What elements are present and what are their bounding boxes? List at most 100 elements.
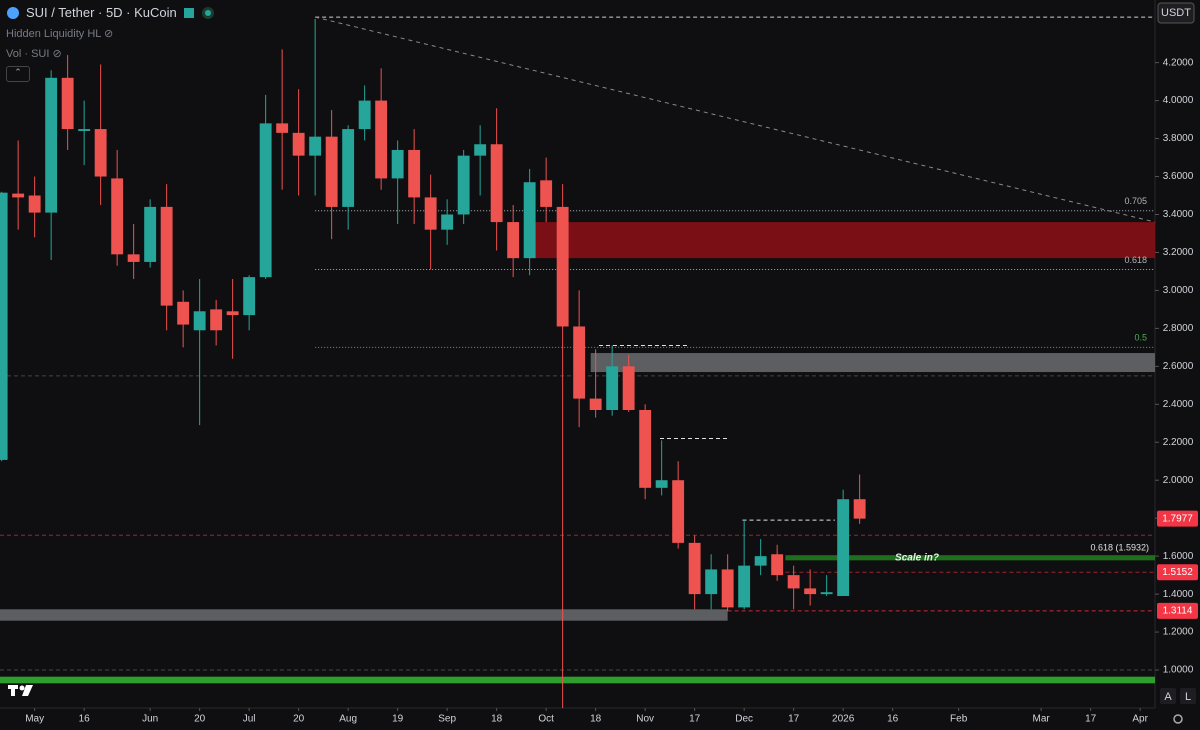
price-label-box <box>1157 602 1198 619</box>
candle-body <box>12 193 25 198</box>
flag-icon <box>183 7 194 18</box>
y-tick-label: 1.2000 <box>1163 627 1194 638</box>
y-tick-label: 1.6000 <box>1163 551 1194 562</box>
x-tick-label: Jun <box>142 714 158 725</box>
y-tick-label: 2.8000 <box>1163 323 1194 334</box>
settings-button[interactable] <box>1173 714 1183 724</box>
collapse-button[interactable]: ⌃ <box>6 66 30 82</box>
y-tick-label: 3.4000 <box>1163 209 1194 220</box>
indicator[interactable]: Vol · SUI ⊘ <box>6 48 62 60</box>
log-scale-icon[interactable]: L <box>1185 691 1191 703</box>
candle-body <box>276 123 289 133</box>
tv-logo <box>8 685 33 696</box>
candle-body <box>193 311 206 331</box>
price-label: 1.3114 <box>1163 606 1193 617</box>
y-tick-label: 1.0000 <box>1163 665 1194 676</box>
price-label: 1.5152 <box>1162 567 1193 578</box>
fib-label: 0.705 <box>1124 196 1147 206</box>
x-tick-label: May <box>25 714 44 725</box>
y-tick-label: 3.0000 <box>1163 285 1194 296</box>
candle-body <box>573 326 586 399</box>
candle-body <box>441 214 454 230</box>
candle-body <box>144 206 157 262</box>
candle-body <box>639 409 652 488</box>
x-tick-label: 17 <box>1085 714 1097 725</box>
y-tick-label: 2.4000 <box>1163 399 1194 410</box>
y-tick-label: 3.6000 <box>1163 171 1194 182</box>
x-tick-label: Oct <box>538 714 554 725</box>
zone-label: 0.618 (1.5932) <box>1090 543 1149 553</box>
auto-scale-icon[interactable]: A <box>1164 691 1172 703</box>
candle-body <box>424 197 437 230</box>
x-tick-label: Aug <box>339 714 357 725</box>
candle-body <box>490 144 503 223</box>
y-tick-label: 4.0000 <box>1163 95 1194 106</box>
candle-body <box>243 277 256 316</box>
candle-body <box>28 195 41 213</box>
currency[interactable]: USDT <box>1161 7 1191 19</box>
candle-body <box>771 554 784 576</box>
candle-body <box>160 206 173 306</box>
y-tick-label: 3.8000 <box>1163 133 1194 144</box>
candle-body <box>259 123 272 278</box>
x-tick-label: Sep <box>438 714 456 725</box>
zone <box>785 555 1155 561</box>
currency-button[interactable] <box>1157 2 1195 24</box>
auto-scale-button[interactable] <box>1160 688 1176 704</box>
candle-body <box>655 480 668 488</box>
zone <box>529 222 1155 259</box>
y-tick-label: 2.6000 <box>1163 361 1194 372</box>
candle-body <box>754 556 767 566</box>
candle-body <box>606 366 619 410</box>
y-tick-label: 1.4000 <box>1163 589 1194 600</box>
axes: 1.00001.20001.40001.60001.80002.00002.20… <box>25 57 1198 725</box>
candle-body <box>523 182 536 259</box>
candle-body <box>309 136 322 156</box>
price-label: 1.7977 <box>1162 513 1193 524</box>
candle-body <box>804 588 817 595</box>
indicator[interactable]: Hidden Liquidity HL ⊘ <box>6 28 114 40</box>
x-tick-label: 16 <box>79 714 91 725</box>
candle-body <box>474 144 487 156</box>
candle-body <box>507 222 520 259</box>
candle-body <box>45 77 58 213</box>
candle-body <box>292 132 305 156</box>
y-tick-label: 3.2000 <box>1163 247 1194 258</box>
symbol-icon <box>7 6 19 19</box>
candle-body <box>787 575 800 589</box>
plot-area: 0.618 (1.5932) Scale in? 0.705 0.618 0.5 <box>0 16 1156 708</box>
indicator-name[interactable]: Hidden Liquidity HL <box>6 28 101 40</box>
x-tick-label: Jul <box>243 714 256 725</box>
x-tick-label: 18 <box>491 714 503 725</box>
x-tick-label: Dec <box>735 714 753 725</box>
zone <box>590 353 1155 373</box>
candle-body <box>622 366 635 410</box>
candle-body <box>94 129 107 177</box>
fib-label: 0.5 <box>1134 333 1147 343</box>
y-tick-label: 2.2000 <box>1163 437 1194 448</box>
log-scale-button[interactable] <box>1180 688 1196 704</box>
candle-body <box>375 100 388 179</box>
x-tick-label: 17 <box>788 714 800 725</box>
candle-body <box>391 149 404 179</box>
trendline <box>315 16 1156 223</box>
candle-body <box>837 499 850 597</box>
candle-body <box>127 254 140 262</box>
candle-body <box>457 155 470 215</box>
candle-body <box>177 301 190 325</box>
zone <box>0 609 728 621</box>
symbol-title[interactable]: SUI / Tether · 5D · KuCoin <box>26 5 177 20</box>
candle-body <box>853 499 866 519</box>
x-tick-label: 19 <box>392 714 404 725</box>
zone <box>0 676 1155 684</box>
candle-body <box>688 542 701 595</box>
candle-body <box>705 569 718 595</box>
candle-body <box>721 569 734 608</box>
candle-body <box>0 192 8 460</box>
indicator-name[interactable]: Vol · SUI <box>6 48 50 60</box>
price-label-box <box>1157 564 1198 581</box>
candle-body <box>210 309 223 331</box>
x-tick-label: Apr <box>1132 714 1148 725</box>
